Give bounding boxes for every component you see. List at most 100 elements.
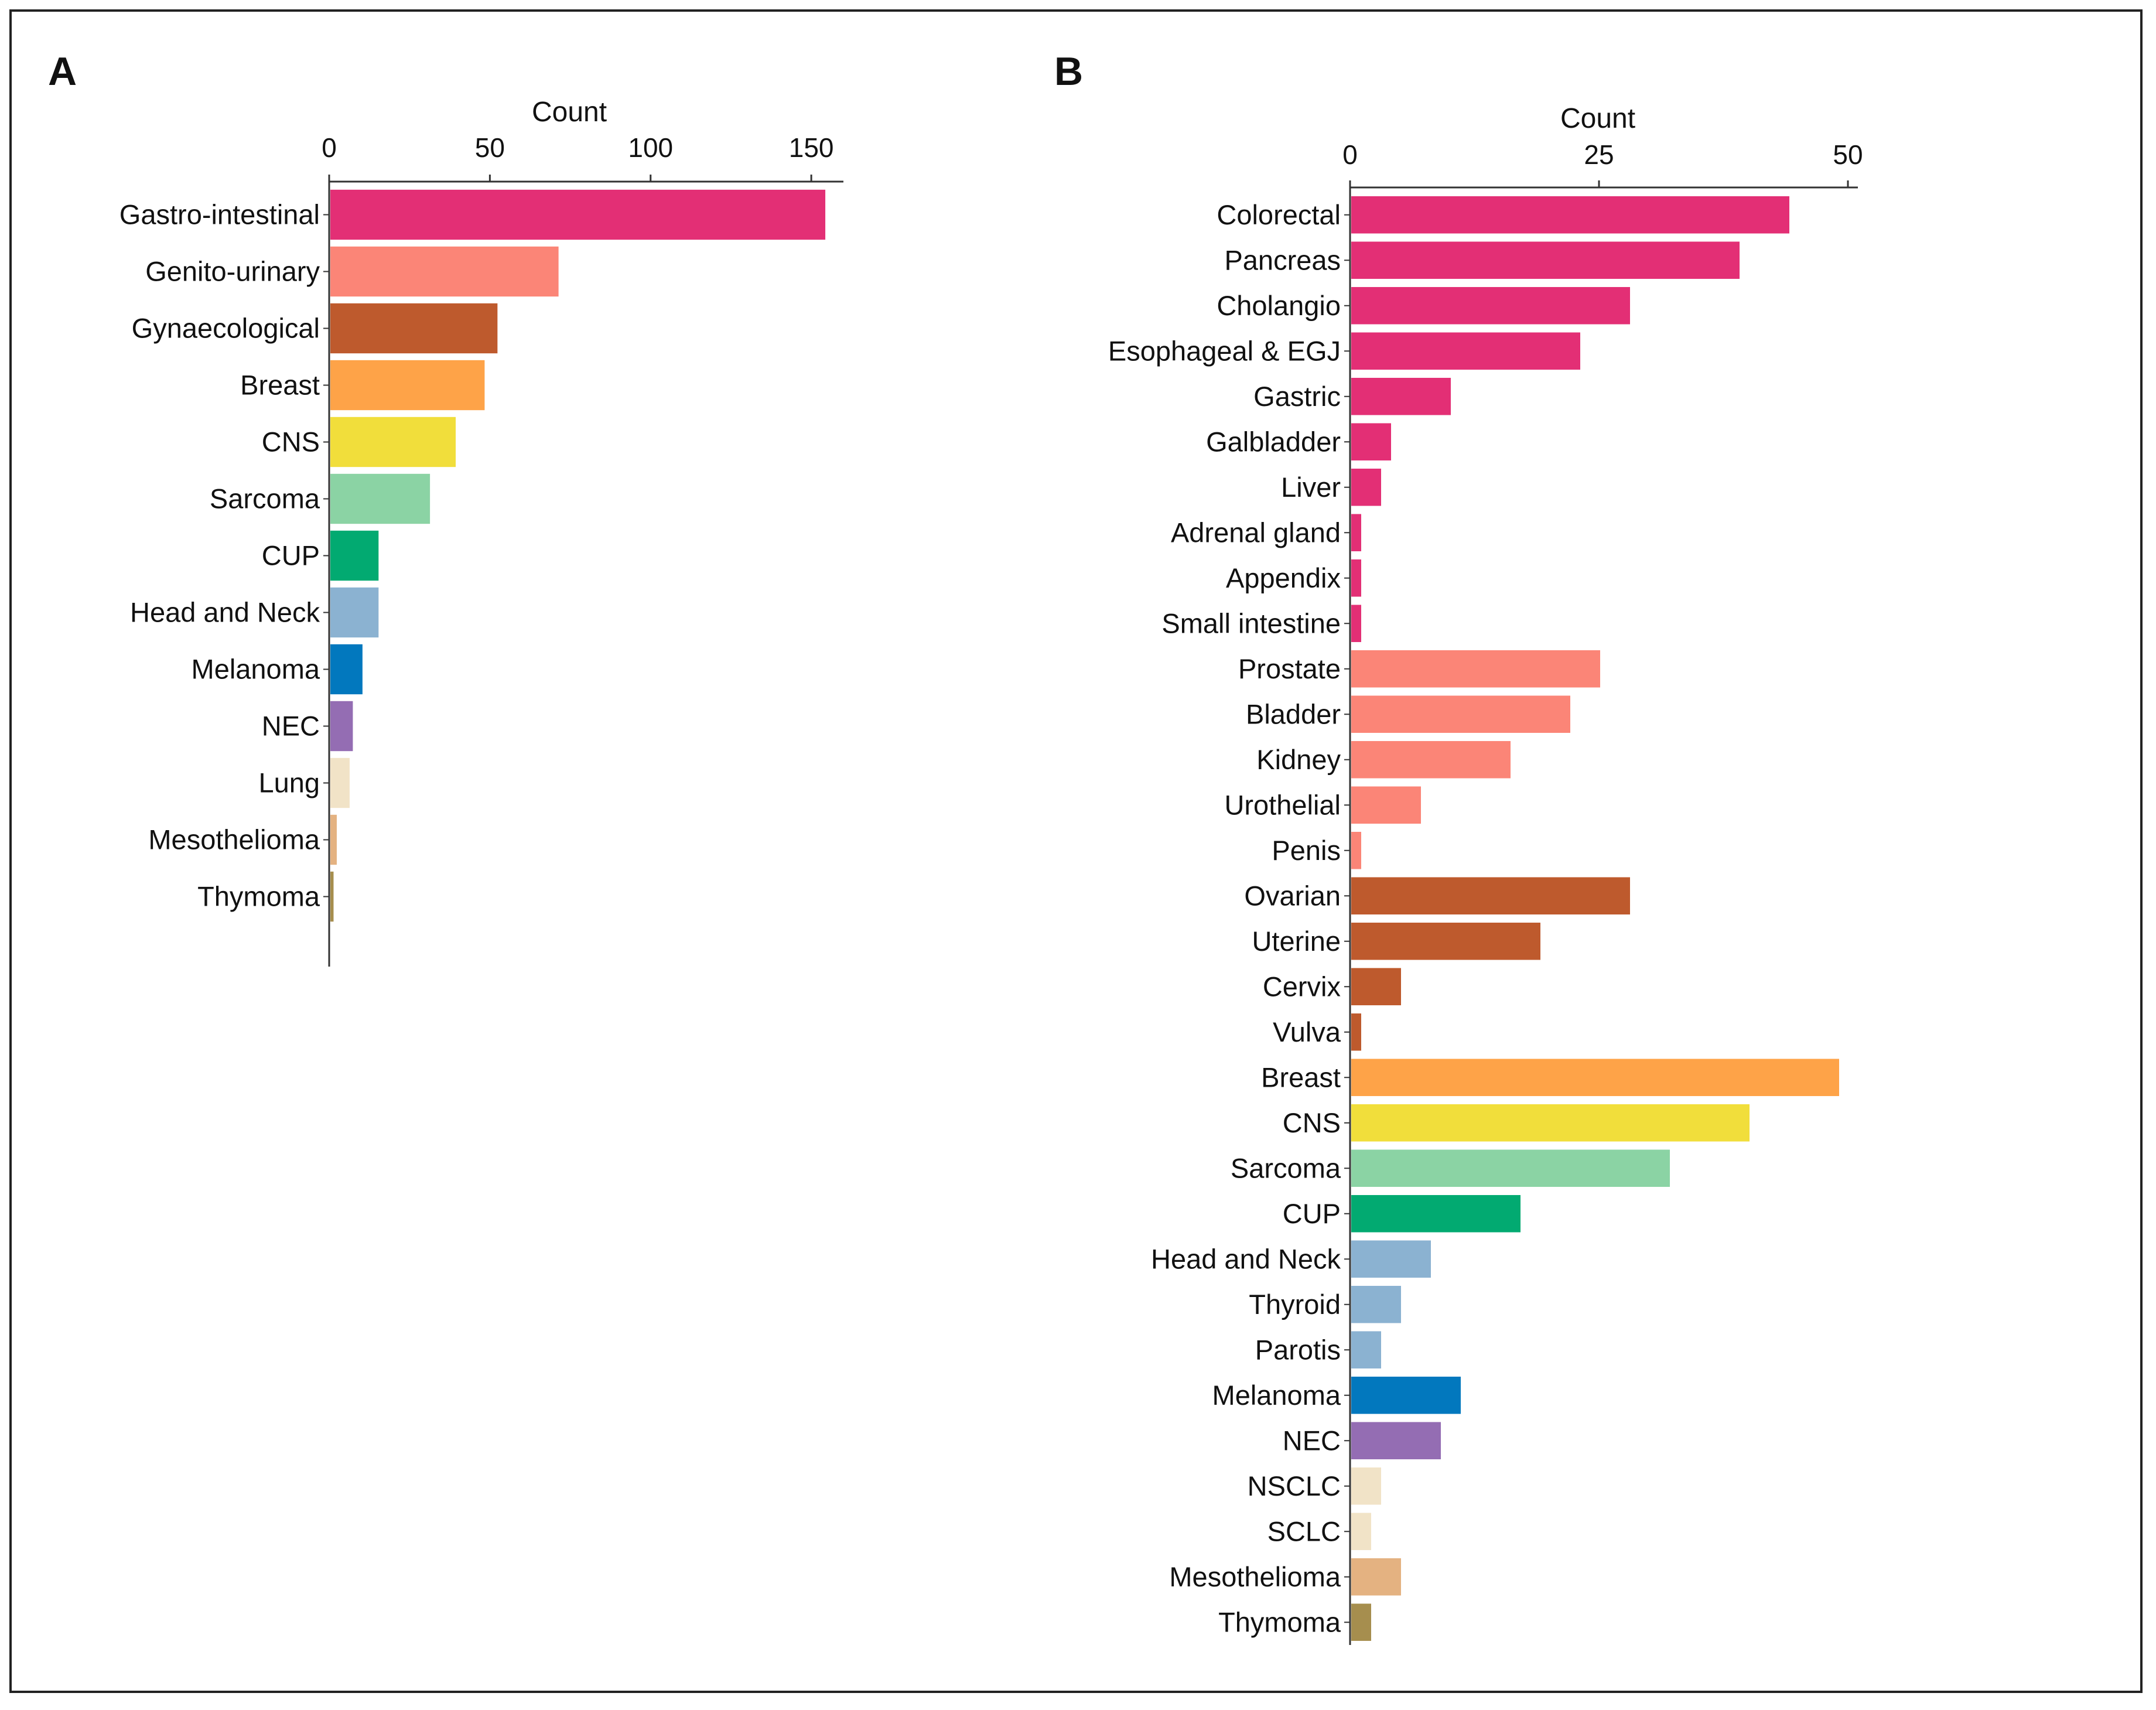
panel-b-category-label: Penis	[1272, 835, 1341, 866]
panel-b-bar-parotis	[1351, 1331, 1381, 1369]
panel-b-bar-urothelial	[1351, 786, 1421, 824]
panel-a-x-tick-label: 50	[475, 132, 505, 163]
panel-a-bar-nec	[330, 701, 353, 752]
panel-a-category-label: Genito-urinary	[145, 256, 320, 287]
panel-a-x-tick-label: 150	[789, 132, 834, 163]
panel-b-category-label: Head and Neck	[1151, 1243, 1341, 1274]
panel-a-x-tick-label: 0	[322, 132, 337, 163]
panel-a-category-label: Head and Neck	[130, 597, 320, 628]
panel-b-category-label: Gastric	[1253, 381, 1341, 412]
panel-b-category-label: CUP	[1283, 1198, 1341, 1229]
panel-b-bar-vulva	[1351, 1013, 1361, 1051]
panel-b-bar-cervix	[1351, 968, 1401, 1006]
panel-b-category-label: Prostate	[1238, 653, 1341, 684]
panel-a: A Count 0 50 100 150 Gastro-intestinal Genito…	[48, 49, 843, 967]
panel-a-category-label: CUP	[262, 540, 320, 571]
panel-b-category-label: Small intestine	[1161, 607, 1341, 639]
panel-b-category-label: Cholangio	[1217, 290, 1341, 321]
panel-b-bar-ovarian	[1351, 877, 1630, 915]
panel-b-bar-colorectal	[1351, 196, 1789, 234]
panel-b-bar-sarcoma	[1351, 1149, 1670, 1187]
panel-a-category-label: Lung	[258, 767, 320, 798]
panel-a-category-label: Melanoma	[192, 654, 320, 685]
panel-b-x-tick-label: 0	[1342, 139, 1358, 170]
panel-b-category-label: Uterine	[1252, 926, 1341, 957]
panel-b-category-label: SCLC	[1267, 1516, 1341, 1547]
panel-b-category-label: Thyroid	[1249, 1289, 1341, 1320]
panel-a-x-tick-label: 100	[628, 132, 673, 163]
panel-b-category-label: CNS	[1283, 1107, 1341, 1138]
panel-b-category-label: Urothelial	[1224, 789, 1341, 820]
panel-b-bar-mesothelioma	[1351, 1558, 1401, 1596]
panel-b-category-label: Kidney	[1256, 744, 1341, 775]
panel-b-bar-cholangio	[1351, 286, 1630, 325]
panel-b-bar-liver	[1351, 468, 1381, 506]
panel-a-category-label: Sarcoma	[210, 483, 320, 514]
panel-a-bar-gastro-intestinal	[330, 189, 826, 240]
panel-a-category-label: Breast	[240, 370, 320, 401]
panel-b-bar-appendix	[1351, 559, 1361, 597]
panel-a-category-label: NEC	[262, 711, 320, 742]
panel-b-category-label: Esophageal & EGJ	[1108, 335, 1341, 366]
panel-b-bar-gastric	[1351, 377, 1451, 415]
panel-b-bar-nec	[1351, 1422, 1441, 1460]
panel-a-bar-cup	[330, 530, 379, 581]
panel-a-bar-head-and-neck	[330, 587, 379, 638]
panel-b-bar-bladder	[1351, 695, 1570, 733]
panel-b: B Count 0 25 50 Colorectal Pancreas Cholangio…	[1054, 49, 1863, 1645]
panel-b-x-axis-title: Count	[1560, 103, 1635, 134]
panel-b-category-label: Vulva	[1273, 1016, 1341, 1047]
panel-b-bar-adrenal-gland	[1351, 514, 1361, 552]
panel-b-bar-cup	[1351, 1194, 1521, 1233]
panel-a-letter: A	[48, 49, 77, 94]
panel-a-category-label: Mesothelioma	[148, 824, 320, 855]
panel-a-category-label: Thymoma	[197, 881, 320, 912]
panel-b-category-label: Appendix	[1226, 562, 1341, 593]
panel-b-bar-nsclc	[1351, 1467, 1381, 1505]
panel-a-bar-mesothelioma	[330, 814, 337, 865]
panel-b-category-label: NEC	[1283, 1425, 1341, 1456]
panel-b-category-label: Thymoma	[1218, 1606, 1341, 1637]
panel-a-bar-melanoma	[330, 644, 363, 695]
panel-b-category-label: Colorectal	[1217, 199, 1341, 230]
panel-b-bar-esophageal-and-egj	[1351, 332, 1580, 370]
panel-b-category-label: Liver	[1281, 472, 1341, 503]
panel-a-bar-sarcoma	[330, 473, 430, 524]
panel-b-category-label: Cervix	[1263, 971, 1341, 1002]
panel-b-bar-galbladder	[1351, 423, 1391, 461]
panel-a-bar-thymoma	[330, 871, 334, 922]
panel-b-category-label: NSCLC	[1248, 1470, 1341, 1501]
panel-b-bar-prostate	[1351, 650, 1600, 688]
panel-b-category-label: Galbladder	[1206, 426, 1341, 457]
panel-b-category-label: Parotis	[1255, 1334, 1341, 1365]
panel-b-bar-head-and-neck	[1351, 1240, 1431, 1278]
panel-b-category-label: Mesothelioma	[1169, 1561, 1341, 1592]
panel-b-bar-thymoma	[1351, 1603, 1371, 1641]
panel-b-bar-sclc	[1351, 1513, 1371, 1551]
panel-a-category-label: Gynaecological	[132, 313, 320, 344]
panel-a-x-axis-title: Count	[532, 97, 607, 128]
panel-a-bar-gynaecological	[330, 303, 498, 354]
panel-b-bar-kidney	[1351, 740, 1511, 779]
panel-a-bar-genito-urinary	[330, 246, 559, 297]
panel-b-bar-melanoma	[1351, 1376, 1461, 1414]
panel-a-category-label: Gastro-intestinal	[119, 199, 320, 230]
panel-b-category-label: Breast	[1261, 1062, 1341, 1093]
panel-a-bar-cns	[330, 417, 456, 467]
panel-b-bar-small-intestine	[1351, 605, 1361, 643]
panel-b-bar-penis	[1351, 831, 1361, 869]
panel-b-bar-uterine	[1351, 922, 1540, 960]
panel-b-category-label: Melanoma	[1212, 1380, 1341, 1411]
panel-b-category-label: Bladder	[1246, 698, 1341, 729]
panel-b-category-label: Pancreas	[1224, 244, 1341, 275]
panel-a-category-label: CNS	[262, 426, 320, 458]
panel-a-bar-lung	[330, 757, 350, 808]
panel-b-bar-thyroid	[1351, 1285, 1401, 1323]
panel-a-bar-breast	[330, 360, 485, 411]
panel-b-category-label: Ovarian	[1244, 880, 1341, 911]
panel-b-category-label: Sarcoma	[1231, 1152, 1341, 1183]
panel-b-bar-breast	[1351, 1059, 1839, 1097]
panel-b-x-tick-label: 50	[1833, 139, 1863, 170]
panel-b-letter: B	[1054, 49, 1083, 94]
